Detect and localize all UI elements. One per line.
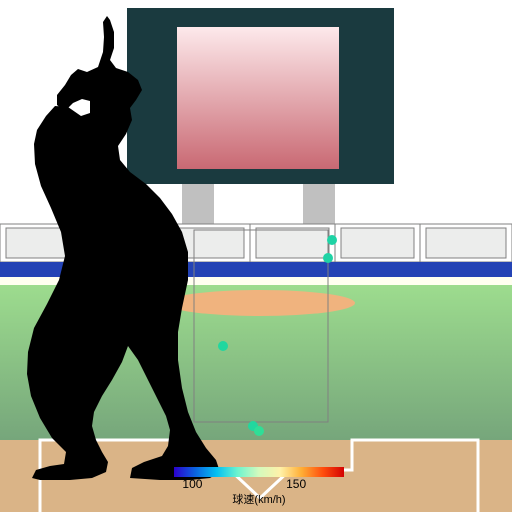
- pitch-marker: [218, 341, 228, 351]
- colorbar-gradient-bar: [174, 467, 344, 477]
- scoreboard: [127, 8, 394, 224]
- pitch-marker: [323, 253, 333, 263]
- pitch-marker: [327, 235, 337, 245]
- colorbar-ticks: 100 150: [174, 477, 344, 491]
- colorbar-label: 球速(km/h): [174, 491, 344, 507]
- colorbar-tick: 100: [182, 477, 202, 491]
- colorbar-tick: 150: [286, 477, 306, 491]
- pitch-marker: [254, 426, 264, 436]
- speed-colorbar: 100 150 球速(km/h): [174, 467, 344, 507]
- pitch-location-chart: [0, 0, 512, 512]
